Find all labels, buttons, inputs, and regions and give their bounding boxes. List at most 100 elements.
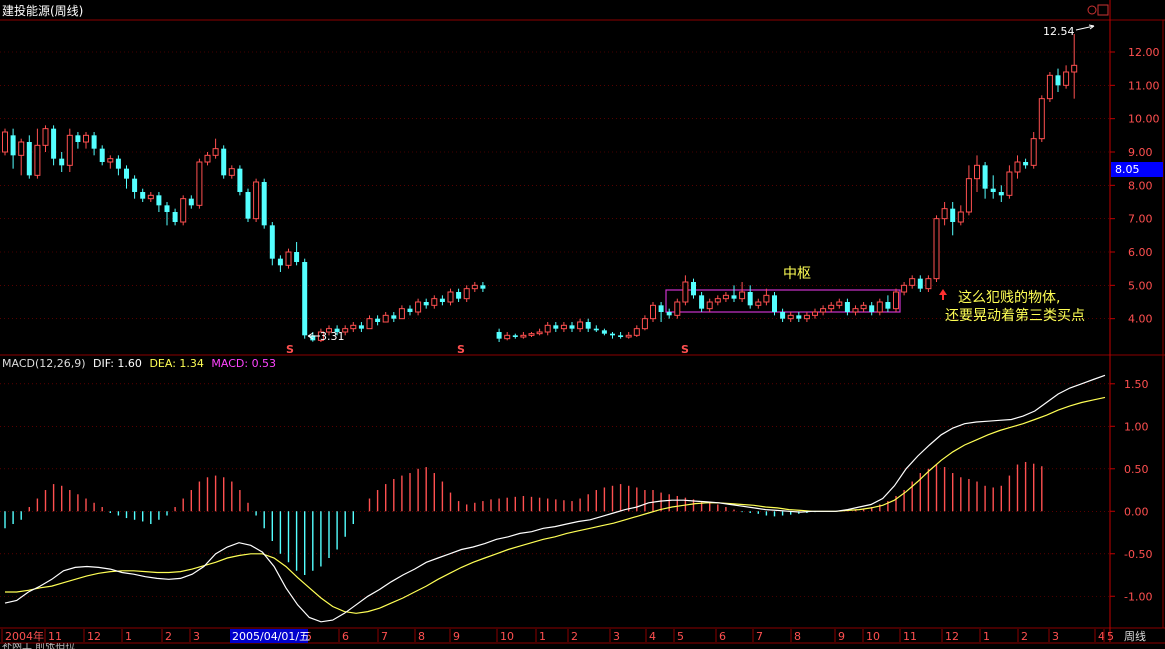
time-tick-label: 12: [945, 630, 959, 643]
candle: [755, 298, 762, 309]
candle: [796, 312, 802, 322]
candle: [714, 295, 721, 306]
candle: [99, 145, 105, 166]
circle-icon: [1087, 5, 1097, 15]
time-tick-label: 5: [1107, 630, 1114, 643]
candle: [780, 308, 786, 322]
time-tick-label: 5: [677, 630, 684, 643]
candle: [463, 285, 470, 302]
candle: [763, 288, 770, 306]
s-markers: S S S: [286, 343, 689, 356]
candle: [164, 202, 170, 226]
candle: [140, 188, 146, 202]
zhongshu-label: 中枢: [783, 266, 811, 282]
s-marker: S: [286, 343, 294, 356]
candle: [553, 322, 559, 332]
time-tick-label: 2004年: [5, 629, 44, 643]
candle: [382, 312, 389, 323]
time-axis: 2004年 11 12 1 2 3 5 6 7 8 9 10 1 2 3 4 5 6 7 8 9 10 11 12 1 2 3 4 5: [1, 629, 1114, 643]
candle: [156, 192, 162, 212]
candle: [699, 292, 705, 312]
candle: [431, 295, 438, 309]
time-tick-label: 9: [838, 630, 845, 643]
price-tick-label: 9.00: [1128, 146, 1153, 159]
indicator-legend: MACD(12,26,9) DIF: 1.60 DEA: 1.34 MACD: …: [2, 357, 276, 371]
top-right-icons[interactable]: [1087, 4, 1109, 16]
high-price-label: 12.54: [1043, 25, 1075, 38]
time-tick-label: 11: [903, 630, 917, 643]
candle: [375, 315, 381, 326]
time-tick-label: 2: [1021, 630, 1028, 643]
candle: [860, 302, 867, 312]
time-tick-label: 2: [571, 630, 578, 643]
candle: [974, 155, 980, 192]
arrow-left-icon: [307, 332, 314, 340]
candle: [901, 282, 908, 296]
candle: [593, 325, 599, 332]
candle: [990, 175, 996, 199]
candle: [26, 135, 32, 179]
candle: [294, 242, 300, 266]
candle: [415, 298, 422, 316]
selected-date-tag: [230, 629, 308, 643]
selected-date-label: 2005/04/01/五: [232, 630, 310, 643]
candle: [124, 165, 129, 189]
price-tick-label: 8.00: [1128, 179, 1153, 192]
candle: [803, 312, 810, 322]
candle: [228, 165, 235, 179]
macd-tick-label: 1.50: [1124, 378, 1149, 391]
current-price-label: 8.05: [1115, 163, 1140, 176]
candle: [253, 178, 260, 222]
candle: [269, 222, 275, 266]
time-tick-label: 7: [756, 630, 763, 643]
candle: [66, 128, 73, 172]
macd-tick-label: -0.50: [1124, 548, 1152, 561]
candle: [610, 332, 615, 339]
candle: [447, 288, 454, 306]
period-label[interactable]: 周线: [1124, 629, 1146, 643]
buy-point-arrow-icon: [939, 289, 947, 300]
time-tick-label: 3: [193, 630, 200, 643]
time-tick-label: 4: [649, 630, 656, 643]
candle: [585, 318, 591, 332]
candle: [925, 275, 932, 292]
candle: [326, 325, 332, 336]
dif-line: [4, 374, 1106, 623]
price-tick-label: 6.00: [1128, 246, 1153, 259]
candle: [237, 165, 243, 196]
price-tick-label: 10.00: [1128, 113, 1160, 126]
candle: [407, 305, 413, 316]
time-tick-label: 9: [453, 630, 460, 643]
candle: [998, 185, 1004, 202]
candle: [691, 278, 696, 299]
candle: [480, 282, 486, 292]
candle: [633, 325, 640, 337]
candle: [844, 298, 850, 316]
candle: [423, 298, 429, 309]
candle: [358, 322, 364, 332]
low-price-marker: 3.31: [307, 330, 345, 343]
candle: [107, 155, 114, 169]
candle: [277, 255, 283, 272]
time-tick-label: 1: [539, 630, 546, 643]
arrow-right-icon: [1088, 24, 1095, 30]
time-tick-label: 4: [1098, 630, 1105, 643]
candle: [59, 152, 65, 172]
price-tick-label: 4.00: [1128, 313, 1153, 326]
macd-gridlines: [0, 383, 1110, 597]
candle: [1006, 165, 1013, 199]
macd-axis: 1.50 1.00 0.50 0.00 -0.50 -1.00: [1110, 378, 1152, 603]
candle: [739, 282, 746, 302]
candle: [245, 188, 251, 222]
candle: [965, 165, 972, 216]
candle: [91, 132, 97, 156]
macd-tick-label: 1.00: [1124, 420, 1149, 433]
candle: [601, 328, 607, 336]
candle: [682, 275, 689, 306]
candle: [285, 248, 292, 269]
candle: [456, 288, 462, 302]
s-marker: S: [681, 343, 689, 356]
candle: [544, 322, 551, 336]
candle: [836, 298, 843, 309]
